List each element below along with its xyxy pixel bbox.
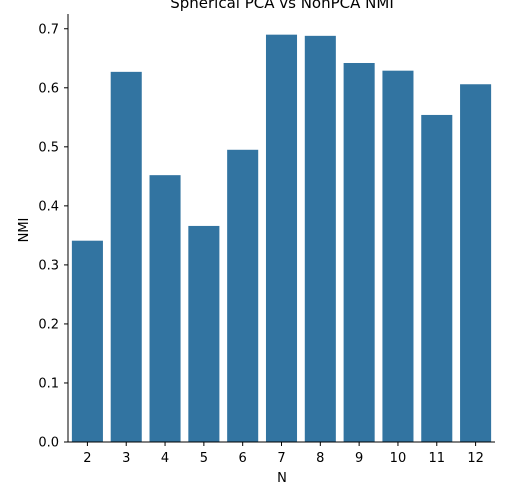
y-tick-label: 0.4 [38, 199, 59, 214]
bar-12 [460, 84, 492, 442]
bar-10 [382, 70, 414, 443]
x-tick-label: 7 [277, 451, 285, 466]
x-tick-label: 6 [239, 451, 247, 466]
x-ticks-group: 2 3 4 5 6 7 8 9 10 11 12 [83, 442, 484, 466]
x-tick-label: 4 [161, 451, 169, 466]
bars-group [71, 34, 492, 443]
x-tick-label: 3 [122, 451, 130, 466]
bar-2 [71, 240, 103, 442]
x-tick-label: 5 [200, 451, 208, 466]
bar-3 [110, 71, 142, 442]
y-tick-label: 0.2 [38, 317, 59, 332]
y-tick-label: 0.0 [38, 436, 59, 451]
y-tick-label: 0.6 [38, 81, 59, 96]
y-axis-label: NMI [17, 218, 32, 243]
bar-4 [149, 175, 181, 443]
y-ticks-group: 0.0 0.1 0.2 0.3 0.4 0.5 0.6 0.7 [38, 22, 68, 451]
chart-title: Spherical PCA vs NonPCA NMI [170, 0, 394, 12]
x-tick-label: 2 [83, 451, 91, 466]
bar-11 [421, 114, 453, 442]
bar-9 [343, 62, 375, 442]
y-tick-label: 0.5 [38, 140, 59, 155]
bar-7 [265, 34, 298, 442]
x-tick-label: 11 [428, 451, 445, 466]
bar-8 [304, 35, 336, 442]
x-tick-label: 8 [316, 451, 324, 466]
bar-5 [188, 225, 220, 442]
y-tick-label: 0.1 [38, 376, 59, 391]
x-axis-label: N [277, 471, 287, 486]
x-tick-label: 12 [467, 451, 484, 466]
y-tick-label: 0.3 [38, 258, 59, 273]
y-tick-label: 0.7 [38, 22, 59, 37]
bar-6 [227, 149, 259, 443]
x-tick-label: 10 [390, 451, 407, 466]
x-tick-label: 9 [355, 451, 363, 466]
